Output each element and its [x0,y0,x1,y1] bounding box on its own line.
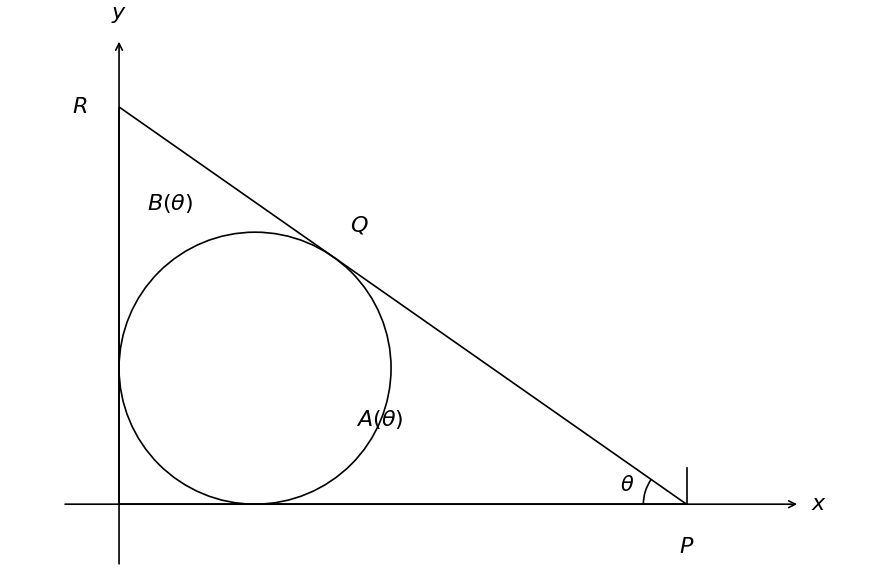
Text: $R$: $R$ [72,96,88,118]
Text: $P$: $P$ [679,536,694,558]
Text: $\theta$: $\theta$ [620,475,634,495]
Text: $Q$: $Q$ [350,214,369,236]
Text: $y$: $y$ [111,3,127,25]
Text: $x$: $x$ [812,493,827,515]
Text: $B(\theta)$: $B(\theta)$ [148,192,194,215]
Text: $A(\theta)$: $A(\theta)$ [356,408,404,431]
